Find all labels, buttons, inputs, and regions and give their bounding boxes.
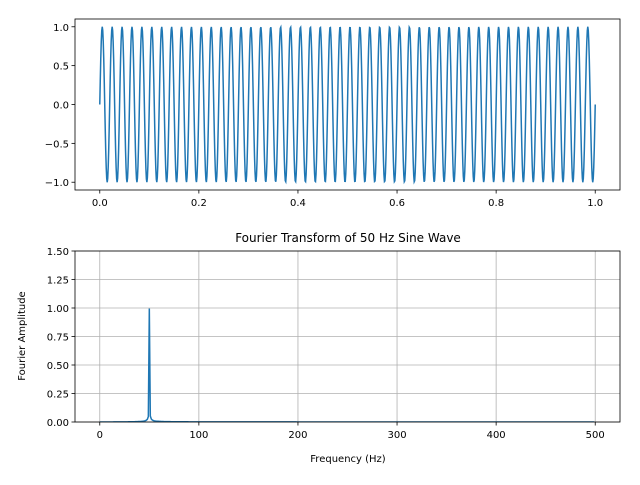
bottom-ytick-label: 0.00 bbox=[47, 418, 69, 429]
top-xtick-label: 1.0 bbox=[587, 198, 603, 209]
bottom-xtick-label: 200 bbox=[288, 430, 307, 441]
top-xtick-label: 0.0 bbox=[92, 198, 108, 209]
bottom-ytick-label: 1.25 bbox=[47, 276, 69, 287]
top-xtick-label: 0.6 bbox=[389, 198, 405, 209]
bottom-ytick-label: 1.50 bbox=[47, 247, 69, 258]
bottom-xtick-label: 0 bbox=[97, 430, 103, 441]
top-series-line bbox=[99, 24, 596, 185]
top-ytick-label: −1.0 bbox=[45, 178, 69, 189]
bottom-xtick-label: 400 bbox=[487, 430, 506, 441]
bottom-xtick-label: 300 bbox=[387, 430, 406, 441]
bottom-xtick-label: 100 bbox=[189, 430, 208, 441]
top-ytick-label: −0.5 bbox=[45, 139, 69, 150]
top-ytick-label: 0.0 bbox=[53, 101, 69, 112]
bottom-ytick-label: 1.00 bbox=[47, 304, 69, 315]
top-ytick-label: 1.0 bbox=[53, 23, 69, 34]
bottom-ytick-label: 0.75 bbox=[47, 333, 69, 344]
top-ytick-label: 0.5 bbox=[53, 62, 69, 73]
bottom-ytick-label: 0.25 bbox=[47, 390, 69, 401]
bottom-ytick-label: 0.50 bbox=[47, 361, 69, 372]
bottom-xlabel: Frequency (Hz) bbox=[310, 454, 386, 465]
top-xtick-label: 0.8 bbox=[488, 198, 504, 209]
bottom-xtick-label: 500 bbox=[586, 430, 605, 441]
bottom-ylabel: Fourier Amplitude bbox=[17, 291, 28, 380]
bottom-title: Fourier Transform of 50 Hz Sine Wave bbox=[235, 231, 461, 245]
top-xtick-label: 0.2 bbox=[191, 198, 207, 209]
top-xtick-label: 0.4 bbox=[290, 198, 306, 209]
